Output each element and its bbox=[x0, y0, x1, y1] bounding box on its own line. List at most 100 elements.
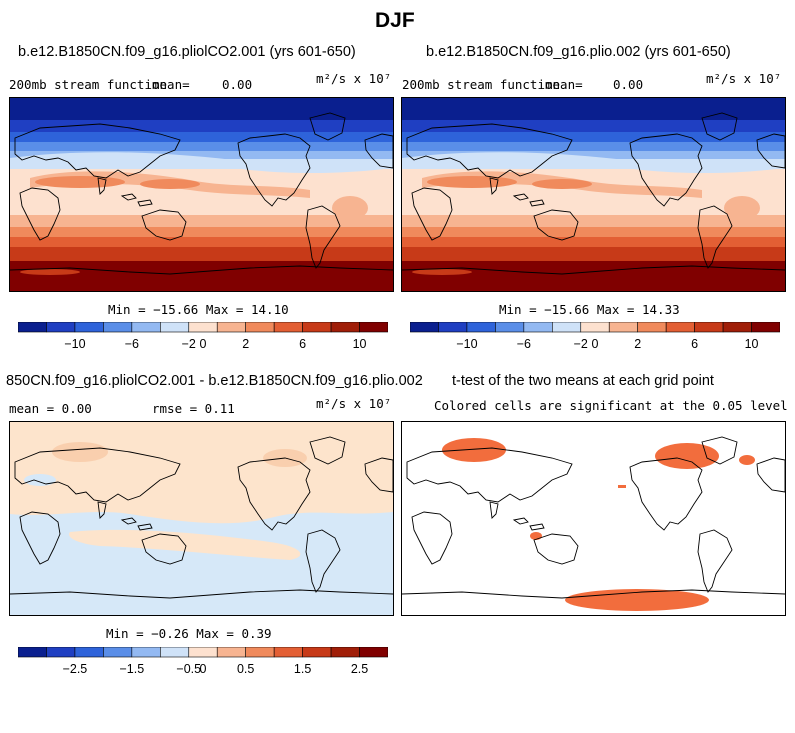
tr-cbar-swatch-6 bbox=[580, 322, 610, 333]
tl-coastline-7 bbox=[120, 193, 137, 201]
bl-cbar-tick-label: 0 bbox=[200, 662, 207, 676]
diff-coastline-7 bbox=[120, 517, 137, 525]
top-right-map bbox=[401, 97, 786, 292]
top-left-min-max: Min = −15.66 Max = 14.10 bbox=[108, 302, 289, 317]
top-right-mean-label: mean= bbox=[545, 77, 583, 92]
tl-cbar-tick-label: 2 bbox=[242, 337, 249, 351]
tr-cbar-tick-label: −6 bbox=[517, 337, 531, 351]
tl-cbar-swatch-7 bbox=[216, 322, 246, 333]
tl-cbar-swatch-3 bbox=[103, 322, 133, 333]
top-left-variable-label: 200mb stream function bbox=[9, 77, 168, 92]
ttest-patch-small-2 bbox=[618, 485, 626, 488]
tr-cbar-swatch-3 bbox=[495, 322, 525, 333]
bl-cbar-swatch-6 bbox=[188, 647, 218, 658]
ttest-coastline-10 bbox=[402, 589, 785, 599]
tl-band-9 bbox=[10, 227, 393, 237]
tl-coastline-8 bbox=[137, 199, 153, 207]
top-right-units: m²/s x 10⁷ bbox=[706, 71, 782, 86]
tl-cbar-swatch-8 bbox=[245, 322, 275, 333]
tl-band-0 bbox=[10, 98, 393, 120]
bottom-left-rmse: rmse = 0.11 bbox=[152, 401, 235, 416]
top-left-panel-title: b.e12.B1850CN.f09_g16.pliolCO2.001 (yrs … bbox=[18, 44, 356, 60]
tl-coastline-1 bbox=[309, 112, 346, 141]
tr-coastline-2 bbox=[697, 205, 733, 269]
tr-cbar-swatch-4 bbox=[523, 322, 553, 333]
tl-coastline-0 bbox=[237, 133, 311, 207]
tl-band-8 bbox=[10, 215, 393, 227]
tr-cbar-swatch-11 bbox=[722, 322, 752, 333]
ttest-coastline-9 bbox=[533, 533, 579, 565]
tr-coastline-7 bbox=[512, 193, 529, 201]
tl-coastline-6 bbox=[97, 177, 107, 195]
bl-cbar-swatch-3 bbox=[103, 647, 133, 658]
tl-cbar-swatch-12 bbox=[359, 322, 388, 333]
diff-coastline-3 bbox=[19, 511, 61, 565]
tl-cbar-swatch-10 bbox=[302, 322, 332, 333]
bl-cbar-tick-label: 2.5 bbox=[351, 662, 368, 676]
tl-cbar-swatch-6 bbox=[188, 322, 218, 333]
tl-cbar-swatch-1 bbox=[46, 322, 76, 333]
top-right-min-max: Min = −15.66 Max = 14.33 bbox=[499, 302, 680, 317]
tl-coastline-5 bbox=[364, 133, 393, 169]
tl-band-4 bbox=[10, 151, 393, 159]
tr-cbar-swatch-2 bbox=[466, 322, 496, 333]
bl-cbar-swatch-10 bbox=[302, 647, 332, 658]
tl-band-3 bbox=[10, 142, 393, 151]
diff-coastline-0 bbox=[237, 457, 311, 531]
tl-coastline-10 bbox=[10, 265, 393, 275]
tr-band-9 bbox=[402, 227, 785, 237]
tr-ridge-2 bbox=[532, 179, 592, 189]
top-right-map-svg bbox=[402, 98, 785, 291]
tl-cbar-swatch-5 bbox=[160, 322, 190, 333]
ttest-patch-north-pacific bbox=[655, 443, 719, 469]
bottom-left-min-max: Min = −0.26 Max = 0.39 bbox=[106, 626, 272, 641]
tl-cbar-tick-label: 0 bbox=[200, 337, 207, 351]
tr-cbar-tick-label: 0 bbox=[592, 337, 599, 351]
diff-positive-north bbox=[10, 422, 393, 524]
tr-coastline-0 bbox=[629, 133, 703, 207]
tl-ridge-2 bbox=[140, 179, 200, 189]
bottom-left-map-svg bbox=[10, 422, 393, 615]
ttest-coastline-1 bbox=[701, 436, 738, 465]
tl-coastline-9 bbox=[141, 209, 187, 241]
ttest-patch-small-1 bbox=[739, 455, 755, 465]
bl-cbar-swatch-5 bbox=[160, 647, 190, 658]
diff-coastline-8 bbox=[137, 523, 153, 531]
tr-band-1 bbox=[402, 120, 785, 132]
bottom-right-map bbox=[401, 421, 786, 616]
tr-band-3 bbox=[402, 142, 785, 151]
bl-cbar-tick-label: 0.5 bbox=[237, 662, 254, 676]
top-right-colorbar: −10 −6 −2 0 2 6 10 bbox=[410, 322, 780, 351]
ttest-coastline-5 bbox=[756, 457, 785, 493]
tl-coastline-3 bbox=[19, 187, 61, 241]
diff-coastline-10 bbox=[10, 589, 393, 599]
diff-coastline-6 bbox=[97, 501, 107, 519]
diff-coastline-2 bbox=[305, 529, 341, 593]
bl-cbar-tick-label: 1.5 bbox=[294, 662, 311, 676]
ttest-patch-north-atlantic bbox=[442, 438, 506, 462]
bottom-right-map-svg bbox=[402, 422, 785, 615]
bl-cbar-swatch-9 bbox=[273, 647, 303, 658]
ttest-coastline-7 bbox=[512, 517, 529, 525]
top-left-mean-label: mean= bbox=[152, 77, 190, 92]
top-right-variable-label: 200mb stream function bbox=[402, 77, 561, 92]
tl-cbar-tick-label: −10 bbox=[64, 337, 85, 351]
bl-cbar-swatch-0 bbox=[18, 647, 47, 658]
bottom-left-colorbar: −2.5 −1.5 −0.50 0.5 1.5 2.5 bbox=[18, 647, 388, 676]
tr-coastline-9 bbox=[533, 209, 579, 241]
top-right-mean-value: 0.00 bbox=[613, 77, 644, 92]
tl-cbar-tick-label: 10 bbox=[353, 337, 367, 351]
tr-cbar-tick-label: 2 bbox=[634, 337, 641, 351]
tr-band-0 bbox=[402, 98, 785, 120]
tr-cbar-tick-label: 6 bbox=[691, 337, 698, 351]
top-left-colorbar: −10 −6 −2 0 2 6 10 bbox=[18, 322, 388, 351]
bottom-right-subtitle: Colored cells are significant at the 0.0… bbox=[434, 398, 788, 413]
tl-band-1 bbox=[10, 120, 393, 132]
tl-ridge-3 bbox=[332, 196, 368, 220]
bl-cbar-tick-label: −1.5 bbox=[120, 662, 145, 676]
top-left-map-svg bbox=[10, 98, 393, 291]
tl-wave-band bbox=[10, 152, 393, 174]
tr-cbar-swatch-5 bbox=[552, 322, 582, 333]
bottom-left-units: m²/s x 10⁷ bbox=[316, 396, 392, 411]
tr-coastline-1 bbox=[701, 112, 738, 141]
